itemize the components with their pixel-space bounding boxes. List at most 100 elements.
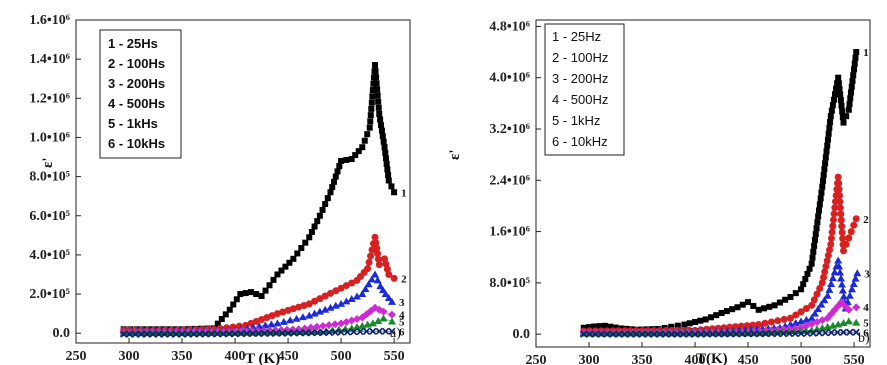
data-point — [776, 299, 783, 306]
data-point — [762, 330, 770, 338]
data-point — [247, 289, 254, 296]
data-point — [327, 189, 334, 196]
series-end-label: 2 — [401, 273, 407, 285]
data-point — [374, 255, 382, 263]
legend-entry: 5 - 1kHs — [108, 116, 158, 131]
data-point — [266, 282, 273, 289]
data-point — [828, 274, 837, 282]
data-point — [279, 308, 287, 316]
data-point — [839, 235, 847, 243]
data-point — [364, 265, 372, 273]
data-point — [849, 279, 858, 287]
data-point — [818, 189, 825, 196]
data-point — [674, 322, 681, 329]
data-point — [809, 329, 817, 337]
data-point — [369, 93, 376, 100]
data-point — [803, 329, 811, 337]
data-point — [374, 316, 383, 324]
data-point — [310, 309, 319, 317]
data-point — [338, 157, 345, 164]
data-point — [848, 83, 855, 90]
data-point — [744, 330, 752, 338]
y-tick-label: 0.0 — [53, 326, 71, 341]
data-point — [306, 234, 313, 241]
data-point — [836, 274, 845, 282]
data-point — [779, 330, 787, 338]
data-point — [627, 330, 635, 338]
data-point — [761, 319, 769, 327]
legend-entry: 2 - 100Hz — [552, 50, 608, 65]
data-point — [385, 177, 392, 184]
legend-entry: 6 - 10kHs — [108, 136, 165, 151]
data-point — [668, 323, 675, 330]
data-point — [325, 328, 333, 337]
data-point — [811, 236, 818, 243]
data-point — [125, 330, 134, 338]
data-point — [364, 131, 371, 138]
data-point — [720, 330, 729, 338]
data-point — [849, 77, 856, 84]
data-point — [377, 116, 384, 123]
data-point — [785, 330, 793, 338]
x-tick-label: 550 — [384, 349, 405, 364]
data-point — [343, 328, 352, 336]
data-point — [372, 68, 379, 75]
series-end-label: 5 — [399, 316, 405, 328]
data-point — [845, 106, 852, 113]
data-point — [270, 276, 277, 283]
data-point — [632, 330, 641, 338]
data-point — [767, 318, 775, 326]
data-point — [734, 304, 741, 311]
data-point — [811, 242, 818, 249]
data-point — [342, 282, 350, 290]
data-point — [296, 329, 304, 337]
data-point — [266, 329, 274, 337]
x-tick-label: 250 — [66, 349, 87, 364]
data-point — [853, 49, 860, 56]
data-point — [312, 322, 321, 331]
data-point — [387, 317, 396, 325]
data-point — [810, 248, 817, 255]
data-point — [278, 329, 286, 337]
data-point — [374, 86, 381, 93]
data-point — [337, 328, 345, 336]
data-point — [273, 310, 281, 318]
data-point — [372, 62, 379, 69]
data-point — [819, 183, 826, 190]
data-point — [160, 330, 169, 338]
data-point — [231, 330, 239, 338]
data-point — [692, 318, 699, 325]
data-point — [350, 328, 358, 336]
data-point — [791, 330, 799, 338]
data-point — [828, 107, 835, 114]
data-point — [219, 330, 227, 338]
data-point — [326, 303, 335, 311]
data-point — [368, 319, 377, 327]
legend: 1 - 25Hs 2 - 100Hs 3 - 200Hs 4 - 500Hs 5 - 1… — [99, 29, 182, 159]
data-point — [184, 330, 192, 338]
data-point — [685, 330, 693, 338]
data-point — [820, 296, 829, 304]
data-point — [668, 330, 676, 338]
data-point — [337, 299, 346, 307]
data-point — [331, 301, 340, 309]
legend-entry: 1 - 25Hs — [108, 36, 158, 51]
data-point — [233, 296, 240, 303]
data-point — [738, 330, 746, 338]
data-point — [839, 292, 848, 300]
data-point — [382, 327, 390, 335]
x-tick-label: 500 — [331, 349, 352, 364]
data-point — [847, 228, 855, 236]
data-point — [319, 206, 326, 213]
data-point — [827, 329, 835, 337]
data-point — [707, 314, 714, 321]
data-point — [835, 185, 843, 193]
legend: 1 - 25Hz 2 - 100Hz 3 - 200Hz 4 - 500Hz 5 - 1… — [544, 23, 625, 156]
data-point — [356, 328, 364, 336]
data-point — [826, 124, 833, 131]
data-point — [378, 122, 385, 129]
data-point — [237, 291, 244, 298]
data-point — [382, 155, 389, 162]
data-point — [316, 212, 323, 219]
data-point — [833, 85, 840, 92]
